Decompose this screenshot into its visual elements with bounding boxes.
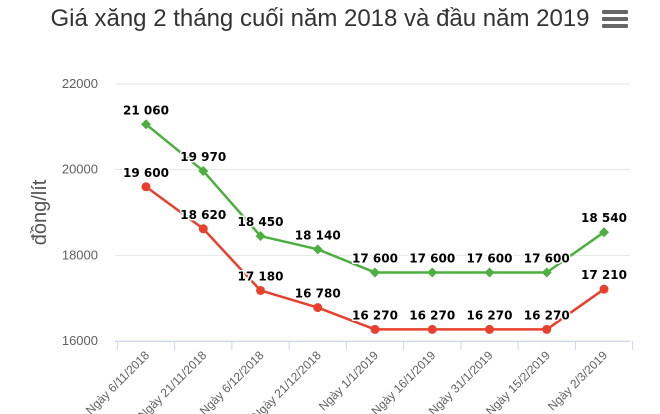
hamburger-menu-icon[interactable] (602, 8, 628, 32)
data-point-circle[interactable] (198, 224, 208, 234)
data-point-diamond[interactable] (599, 227, 609, 238)
data-point-circle[interactable] (313, 303, 323, 313)
data-point-circle[interactable] (256, 285, 265, 295)
y-tick-label: 20000 (62, 162, 98, 177)
data-label: 19 970 (180, 150, 226, 164)
data-point-diamond[interactable] (312, 244, 323, 255)
data-label: 17 600 (409, 251, 455, 265)
data-label: 16 270 (409, 308, 455, 322)
y-axis-title: đồng/lít (29, 179, 51, 245)
data-label: 16 270 (352, 308, 398, 322)
data-label: 18 450 (238, 215, 284, 229)
y-tick-label: 22000 (62, 76, 98, 91)
x-tick-label: Ngày 2/3/2019 (545, 348, 610, 413)
data-label: 16 780 (295, 287, 341, 301)
data-point-diamond[interactable] (255, 231, 266, 242)
data-label: 16 270 (467, 308, 513, 322)
menu-bar (602, 17, 628, 21)
data-label: 21 060 (123, 103, 169, 117)
data-label: 17 600 (352, 251, 398, 265)
data-label: 19 600 (123, 166, 169, 180)
data-point-circle[interactable] (599, 284, 609, 294)
data-label: 17 600 (524, 251, 570, 265)
menu-bar (602, 10, 628, 14)
data-point-circle[interactable] (427, 324, 437, 334)
x-tick-label: Ngày 6/11/2018 (83, 348, 152, 414)
data-point-circle[interactable] (141, 182, 151, 192)
data-point-circle[interactable] (370, 324, 380, 334)
y-tick-label: 16000 (62, 333, 98, 348)
data-point-diamond[interactable] (541, 267, 552, 278)
chart-title: Giá xăng 2 tháng cuối năm 2018 và đầu nă… (50, 5, 590, 32)
data-label: 18 540 (581, 211, 627, 225)
data-point-diamond[interactable] (484, 267, 495, 278)
data-point-diamond[interactable] (141, 119, 151, 130)
data-point-diamond[interactable] (427, 267, 438, 278)
data-label: 18 620 (180, 208, 226, 222)
x-tick-label: Ngày 1/1/2019 (316, 348, 381, 413)
data-point-diamond[interactable] (370, 267, 380, 278)
menu-bar (602, 24, 628, 28)
series-line (144, 123, 606, 274)
data-label: 16 270 (524, 308, 570, 322)
data-point-diamond[interactable] (198, 165, 209, 176)
data-label: 17 600 (467, 251, 513, 265)
data-point-circle[interactable] (542, 324, 552, 334)
data-label: 17 210 (581, 268, 627, 282)
y-tick-label: 18000 (62, 247, 98, 262)
data-label: 18 140 (295, 228, 341, 242)
data-label: 17 180 (238, 269, 284, 283)
data-point-circle[interactable] (485, 324, 494, 334)
